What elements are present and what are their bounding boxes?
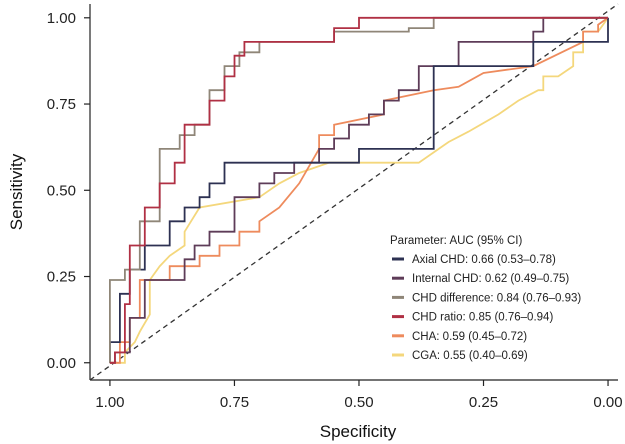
x-tick-label: 1.00 [95, 394, 124, 411]
series-line-chd-ratio [109, 16, 608, 364]
legend-entry: CGA: 0.55 (0.40–0.69) [412, 350, 528, 362]
series-line-cha [109, 17, 609, 364]
y-tick-label: 1.00 [47, 10, 76, 27]
y-tick-label: 0.75 [47, 96, 76, 113]
legend-title: Parameter: AUC (95% CI) [390, 235, 522, 247]
y-tick-label: 0.50 [47, 182, 76, 199]
series-lines [109, 16, 609, 364]
legend-entry: CHA: 0.59 (0.45–0.72) [412, 331, 527, 343]
x-tick-label: 0.25 [469, 394, 498, 411]
legend: Parameter: AUC (95% CI) Axial CHD: 0.66 … [390, 235, 581, 362]
x-tick-label: 0.00 [593, 394, 622, 411]
x-axis-title: Specificity [320, 422, 397, 441]
axes: 1.00 0.75 0.50 0.25 0.00 0.00 0.25 0.50 0.75 1.00… [7, 4, 623, 441]
series-line-chd-difference [109, 16, 608, 363]
y-tick-label: 0.25 [47, 269, 76, 286]
x-tick-label: 0.75 [220, 394, 249, 411]
y-tick-label: 0.00 [47, 355, 76, 372]
legend-entry: Internal CHD: 0.62 (0.49–0.75) [412, 273, 569, 285]
x-tick-label: 0.50 [344, 394, 373, 411]
legend-entry: Axial CHD: 0.66 (0.53–0.78) [412, 254, 556, 266]
legend-entry: CHD ratio: 0.85 (0.76–0.94) [412, 312, 553, 324]
legend-entry: CHD difference: 0.84 (0.76–0.93) [412, 292, 581, 304]
series-line-cga [109, 17, 609, 364]
y-axis-title: Sensitivity [7, 153, 26, 230]
